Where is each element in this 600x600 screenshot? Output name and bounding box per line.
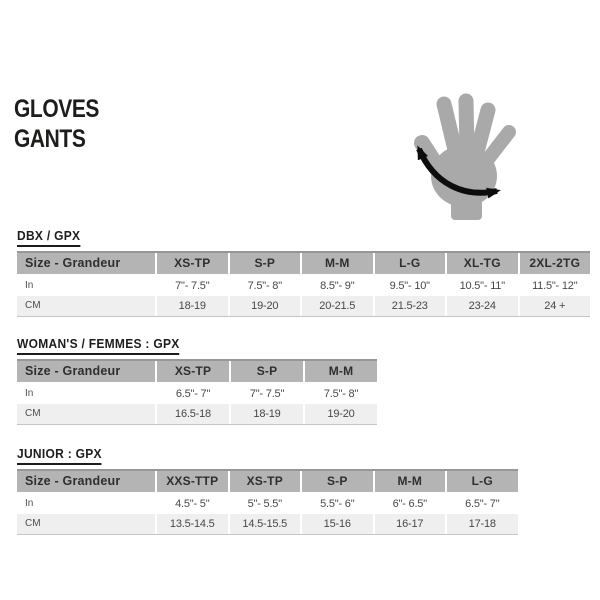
- size-value-cell: 17-18: [445, 514, 518, 534]
- table-row-cm: CM 16.5-18 18-19 19-20: [17, 404, 377, 424]
- row-label-in: In: [17, 494, 155, 514]
- sizing-table: Size - Grandeur XXS-TTP XS-TP S-P M-M L-G In 4.…: [17, 469, 518, 535]
- title-french: GANTS: [14, 125, 86, 153]
- row-label-in: In: [17, 276, 155, 296]
- table-top-border: [17, 359, 377, 361]
- table-header-row: Size - Grandeur XS-TP S-P M-M: [17, 361, 377, 382]
- row-label-in: In: [17, 384, 155, 404]
- middle-finger: [458, 93, 475, 160]
- size-value-cell: 10.5"- 11": [445, 276, 518, 296]
- hand-measurement-illustration: [414, 93, 516, 220]
- table-row-in: In 6.5"- 7" 7"- 7.5" 7.5"- 8": [17, 384, 377, 404]
- size-value-cell: 19-20: [227, 296, 300, 316]
- column-header-s-p: S-P: [227, 253, 300, 274]
- size-value-cell: 15-16: [300, 514, 373, 534]
- header-row-gap: [17, 274, 590, 276]
- sizing-table: Size - Grandeur XS-TP S-P M-M L-G XL-TG 2XL-2T…: [17, 251, 590, 317]
- table-top-border: [17, 251, 590, 253]
- table-header-row: Size - Grandeur XS-TP S-P M-M L-G XL-TG 2XL-2T…: [17, 253, 590, 274]
- column-header-s-p: S-P: [229, 361, 303, 382]
- section-heading: DBX / GPX: [17, 229, 81, 247]
- column-header-l-g: L-G: [372, 253, 445, 274]
- size-value-cell: 18-19: [229, 404, 303, 424]
- size-value-cell: 6.5"- 7": [445, 494, 518, 514]
- size-value-cell: 8.5"- 9": [300, 276, 373, 296]
- column-header-xs-tp: XS-TP: [155, 253, 228, 274]
- size-value-cell: 6"- 6.5": [372, 494, 445, 514]
- size-value-cell: 11.5"- 12": [517, 276, 590, 296]
- table-row-cm: CM 18-19 19-20 20-21.5 21.5-23 23-24 24 +: [17, 296, 590, 316]
- size-value-cell: 6.5"- 7": [155, 384, 229, 404]
- table-top-border: [17, 469, 518, 471]
- column-header-m-m: M-M: [303, 361, 377, 382]
- size-value-cell: 7.5"- 8": [227, 276, 300, 296]
- size-value-cell: 21.5-23: [372, 296, 445, 316]
- table-row-in: In 7"- 7.5" 7.5"- 8" 8.5"- 9" 9.5"- 10" 10.5"…: [17, 276, 590, 296]
- table-bottom-border: [17, 534, 518, 535]
- column-header-xxs-ttp: XXS-TTP: [155, 471, 228, 492]
- size-value-cell: 18-19: [155, 296, 228, 316]
- size-value-cell: 16.5-18: [155, 404, 229, 424]
- measure-arrow-icon: [416, 145, 501, 199]
- row-label-cm: CM: [17, 514, 155, 534]
- row-label-cm: CM: [17, 404, 155, 424]
- page-title: GLOVES GANTS: [14, 94, 99, 154]
- column-header-s-p: S-P: [300, 471, 373, 492]
- size-value-cell: 13.5-14.5: [155, 514, 228, 534]
- column-header-xs-tp: XS-TP: [227, 471, 300, 492]
- table-bottom-border: [17, 316, 590, 317]
- column-header-2xl-2tg: 2XL-2TG: [517, 253, 590, 274]
- section-junior-gpx: JUNIOR : GPX Size - Grandeur XXS-TTP XS-TP S…: [17, 445, 518, 535]
- column-header-xs-tp: XS-TP: [155, 361, 229, 382]
- column-header-m-m: M-M: [300, 253, 373, 274]
- size-value-cell: 4.5"- 5": [155, 494, 228, 514]
- size-value-cell: 14.5-15.5: [227, 514, 300, 534]
- size-value-cell: 23-24: [445, 296, 518, 316]
- size-value-cell: 5.5"- 6": [300, 494, 373, 514]
- size-value-cell: 7.5"- 8": [303, 384, 377, 404]
- column-header-xl-tg: XL-TG: [445, 253, 518, 274]
- row-label-cm: CM: [17, 296, 155, 316]
- table-header-row: Size - Grandeur XXS-TTP XS-TP S-P M-M L-G: [17, 471, 518, 492]
- size-value-cell: 5"- 5.5": [227, 494, 300, 514]
- header-row-gap: [17, 382, 377, 384]
- section-heading: JUNIOR : GPX: [17, 447, 102, 465]
- section-dbx-gpx: DBX / GPX Size - Grandeur XS-TP S-P M-M L-G XL…: [17, 227, 590, 317]
- title-english: GLOVES: [14, 95, 99, 123]
- table-bottom-border: [17, 424, 377, 425]
- column-header-size-grandeur: Size - Grandeur: [17, 361, 155, 382]
- size-value-cell: 9.5"- 10": [372, 276, 445, 296]
- header-row-gap: [17, 492, 518, 494]
- size-value-cell: 19-20: [303, 404, 377, 424]
- section-heading: WOMAN'S / FEMMES : GPX: [17, 337, 180, 355]
- size-value-cell: 20-21.5: [300, 296, 373, 316]
- column-header-size-grandeur: Size - Grandeur: [17, 471, 155, 492]
- column-header-size-grandeur: Size - Grandeur: [17, 253, 155, 274]
- index-finger: [436, 96, 464, 162]
- column-header-m-m: M-M: [372, 471, 445, 492]
- size-value-cell: 24 +: [517, 296, 590, 316]
- column-header-l-g: L-G: [445, 471, 518, 492]
- size-value-cell: 16-17: [372, 514, 445, 534]
- ring-finger: [468, 102, 496, 164]
- section-woman-s-femmes-gpx: WOMAN'S / FEMMES : GPX Size - Grandeur XS-…: [17, 335, 377, 425]
- table-row-in: In 4.5"- 5" 5"- 5.5" 5.5"- 6" 6"- 6.5" 6.5"- …: [17, 494, 518, 514]
- table-row-cm: CM 13.5-14.5 14.5-15.5 15-16 16-17 17-18: [17, 514, 518, 534]
- sizing-table: Size - Grandeur XS-TP S-P M-M In 6.5"- 7" 7"- …: [17, 359, 377, 425]
- size-value-cell: 7"- 7.5": [229, 384, 303, 404]
- size-value-cell: 7"- 7.5": [155, 276, 228, 296]
